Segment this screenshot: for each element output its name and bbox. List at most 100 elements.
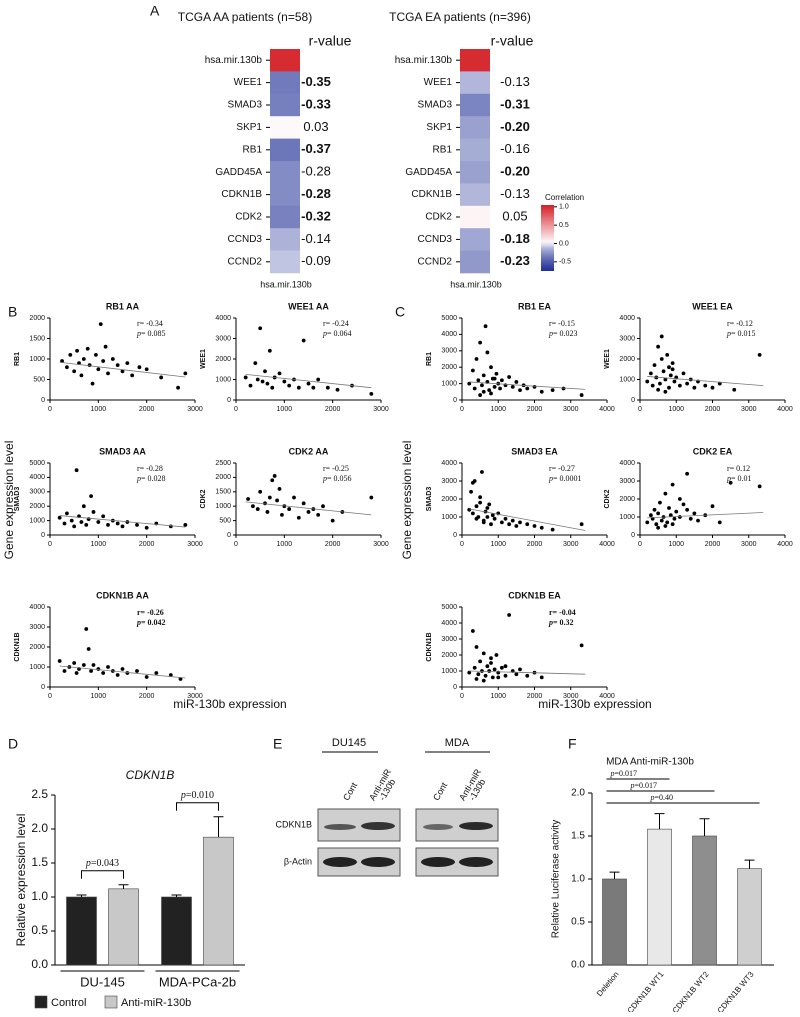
point [648,371,653,376]
bar [647,828,672,966]
plot-title: CDK2 AA [289,446,329,456]
plot-title: RB1 AA [106,301,140,311]
error-bar [699,818,710,836]
r-value: 0.03 [303,119,328,134]
stat-annotation: r= -0.26 [137,608,164,617]
point [469,489,473,494]
x-tick-label: 1000 [668,541,684,548]
y-tick-label: 1.0 [31,889,48,903]
point [677,383,682,388]
point [125,671,130,675]
point [645,520,650,525]
point [282,379,287,384]
point [260,379,265,384]
point [248,383,253,388]
bar [737,868,762,966]
point [72,369,77,374]
y-tick-label: 1000 [441,668,457,675]
point [330,518,335,523]
r-value: -0.16 [500,141,530,156]
point [277,371,282,376]
point [550,527,555,532]
y-tick-label: 3000 [441,348,457,355]
stat-annotation: r= -0.25 [323,464,349,473]
x-tick-label: 1000 [91,693,107,700]
point [670,522,675,527]
point [255,377,260,382]
x-tick-label: 1000 [277,406,293,413]
row-label: SMAD3 [418,100,453,111]
x-tick-label: 0 [460,406,464,413]
y-tick-label: 0 [41,532,45,539]
lane-label: Cont [341,780,359,802]
point [485,664,490,669]
heat-cell [270,205,300,229]
point [470,511,475,516]
point [306,510,311,514]
stat-annotation: p= 0.064 [322,329,352,338]
y-tick-label: 3000 [29,489,45,496]
point [470,368,475,373]
y-tick-label: 0 [453,532,457,539]
x-tick-label: 2000 [139,406,155,413]
point [106,371,110,376]
x-tick-label: 2000 [527,406,543,413]
point [125,361,130,365]
point [478,495,483,500]
point [652,363,657,368]
blot-row-label: β-Actin [284,856,312,866]
y-tick-label: 2000 [441,496,457,503]
point [168,673,173,677]
point [579,522,584,527]
point [251,504,255,509]
point [510,518,515,523]
x-tick-label: 3000 [741,406,757,413]
p-value: p=0.017 [610,769,638,778]
heat-cell [460,93,490,117]
point [487,669,492,673]
bar [66,896,97,966]
heat-cell [270,250,300,274]
y-tick-label: 2.0 [31,821,48,835]
point [176,385,180,390]
p-value: p=0.40 [650,793,674,802]
y-tick-label: 500 [219,517,231,524]
heat-cell [270,71,300,95]
y-tick-label: 2000 [441,652,457,659]
point [106,665,110,669]
x-tick-label: 0 [234,541,238,548]
y-tick-label: 1500 [215,489,231,496]
stat-annotation: p= 0.085 [136,329,166,338]
x-axis-label: miR-130b expression [173,697,286,711]
band [361,822,395,830]
point [489,391,493,396]
y-tick-label: 3000 [619,478,635,485]
point [472,386,477,391]
error-bar [118,884,129,889]
point [101,514,106,519]
x-tick-label: 2000 [325,406,341,413]
point [267,348,272,353]
x-tick-label: 1000 [277,541,293,548]
bracket [176,802,219,811]
point [483,324,488,329]
y-tick-label: 1.5 [31,855,48,869]
point [481,678,486,683]
point [532,524,537,528]
stat-annotation: r= -0.24 [323,319,349,328]
point [518,388,522,393]
point [65,365,69,370]
legend-label: Control [51,997,86,1009]
band [423,824,453,830]
point [115,363,120,368]
x-tick-label: 2000 [705,541,721,548]
y-tick-label: 0.0 [31,957,48,971]
plot-title: WEE1 AA [288,301,329,311]
x-tick-label: 0 [234,406,238,413]
x-tick-label: 2000 [527,693,543,700]
point [81,357,86,361]
stat-annotation: r= -0.28 [137,464,163,473]
y-tick-label: 0 [631,397,635,404]
heat-cell [460,71,490,95]
point [710,385,715,390]
